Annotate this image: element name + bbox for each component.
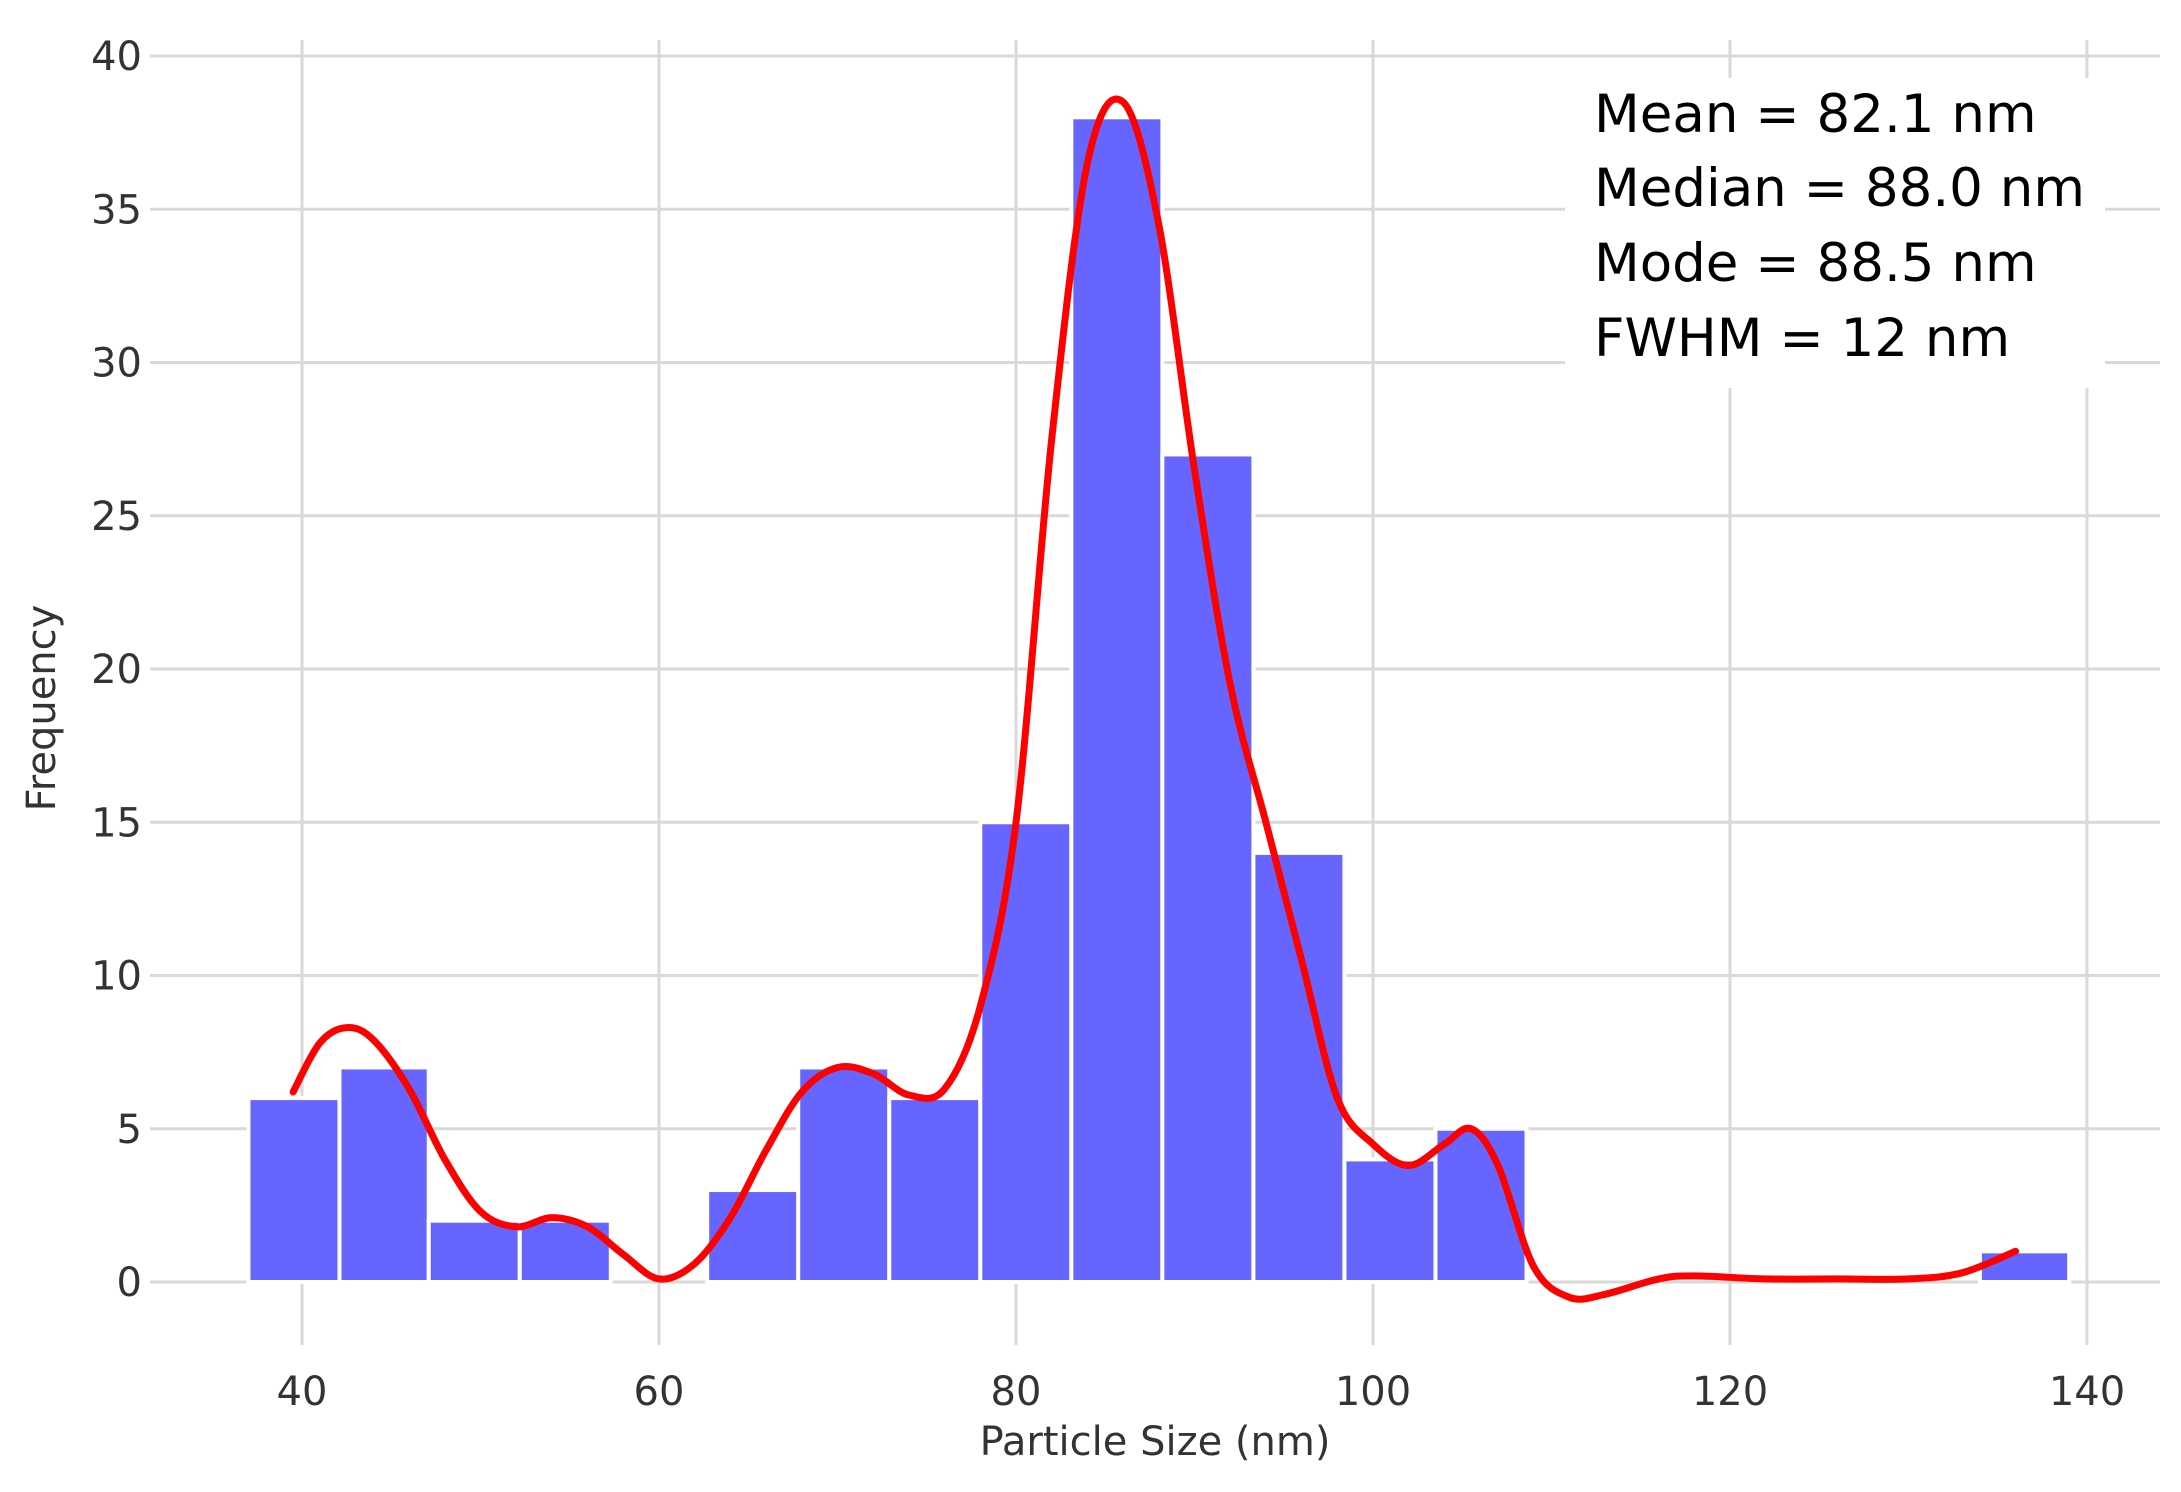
- y-tick-label-5: 5: [117, 1107, 142, 1153]
- x-tick-label-40: 40: [277, 1369, 328, 1415]
- histogram-bars: [246, 115, 2072, 1285]
- histogram-bar-2: [426, 1218, 522, 1284]
- annotation-mean: Mean = 82.1 nm: [1594, 84, 2037, 145]
- y-tick-label-20: 20: [91, 647, 142, 693]
- y-tick-label-0: 0: [117, 1260, 142, 1306]
- x-tick-label-140: 140: [2049, 1369, 2125, 1415]
- y-tick-label-25: 25: [91, 494, 142, 540]
- y-tick-label-35: 35: [91, 187, 142, 233]
- y-tick-label-15: 15: [91, 800, 142, 846]
- tick-labels: 0 5 10 15 20 25 30 35 40 40 60 80 100 120 140: [91, 34, 2125, 1415]
- histogram-bar-6: [887, 1096, 983, 1284]
- annotation-mode: Mode = 88.5 nm: [1594, 233, 2037, 294]
- histogram-bar-8: [1069, 115, 1165, 1284]
- annotation-fwhm: FWHM = 12 nm: [1594, 308, 2010, 369]
- x-tick-label-100: 100: [1335, 1369, 1411, 1415]
- histogram-bar-5: [796, 1065, 892, 1284]
- kde-curve-layer: [289, 95, 2020, 1303]
- histogram-bar-11: [1342, 1157, 1438, 1285]
- y-tick-label-10: 10: [91, 954, 142, 1000]
- y-axis-label: Frequency: [19, 605, 65, 812]
- x-tick-label-120: 120: [1692, 1369, 1768, 1415]
- histogram-bar-9: [1160, 452, 1256, 1284]
- x-axis-label: Particle Size (nm): [980, 1419, 1331, 1465]
- kde-curve: [289, 95, 2020, 1303]
- y-tick-label-30: 30: [91, 341, 142, 387]
- x-tick-label-80: 80: [991, 1369, 1042, 1415]
- histogram-bar-0: [246, 1096, 342, 1284]
- histogram-bar-7: [978, 820, 1074, 1284]
- x-tick-label-60: 60: [634, 1369, 685, 1415]
- stats-annotation-box: Mean = 82.1 nm Median = 88.0 nm Mode = 8…: [1565, 78, 2105, 388]
- annotation-median: Median = 88.0 nm: [1594, 158, 2085, 219]
- histogram-bar-13: [1977, 1249, 2072, 1284]
- y-tick-label-40: 40: [91, 34, 142, 80]
